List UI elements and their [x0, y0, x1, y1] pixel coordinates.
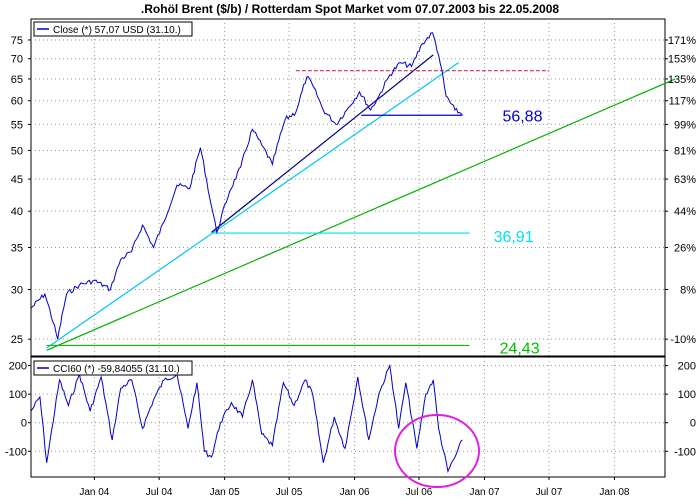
- cci-right-tick-label-2: 0: [690, 418, 696, 430]
- chart-title: .Rohöl Brent ($/b) / Rotterdam Spot Mark…: [141, 2, 559, 16]
- price-right-tick-label-2: 26%: [674, 243, 696, 255]
- x-tick-label-5: Jul 06: [406, 487, 433, 498]
- trendline-1: [46, 62, 459, 349]
- x-tick-label-2: Jan 05: [210, 487, 240, 498]
- cci-legend: CCI60 (*) -59,84055 (31.10.): [33, 360, 193, 376]
- price-left-tick-label-2: 35: [11, 243, 23, 255]
- price-right-tick-label-4: 63%: [674, 174, 696, 186]
- x-tick-label-4: Jan 06: [340, 487, 370, 498]
- price-right-tick-label-0: -10%: [670, 334, 696, 346]
- x-tick-label-8: Jan 08: [599, 487, 629, 498]
- price-left-tick-label-8: 65: [11, 74, 23, 86]
- cci-axis-labels: 200 200 100 100 0 0 -100 -100: [5, 361, 696, 459]
- x-axis-labels: Jan 04 Jul 04 Jan 05 Jul 05 Jan 06 Jul 06 Jan …: [79, 477, 630, 498]
- cci-left-tick-label-2: 0: [21, 418, 27, 430]
- price-series-line: [30, 32, 463, 340]
- cci-left-tick-label-0: 200: [9, 361, 27, 373]
- x-tick-label-7: Jul 07: [536, 487, 563, 498]
- cci-content: [30, 363, 463, 473]
- price-right-tick-label-8: 135%: [668, 74, 696, 86]
- cci-right-tick-label-1: 100: [678, 389, 696, 401]
- price-legend: Close (*) 57,07 USD (31.10.): [33, 21, 193, 37]
- price-right-tick-label-1: 8%: [680, 284, 696, 296]
- price-right-tick-label-3: 44%: [674, 206, 696, 218]
- cci-grid: [31, 357, 665, 477]
- cci-legend-box: [33, 360, 193, 376]
- x-tick-label-6: Jan 07: [470, 487, 500, 498]
- cci-panel-frame: [30, 356, 666, 478]
- price-content: 56,88 36,91 24,43: [30, 32, 676, 357]
- trendline-2: [46, 78, 676, 351]
- cci-right-tick-label-0: 200: [678, 361, 696, 373]
- price-left-tick-label-9: 70: [11, 54, 23, 66]
- x-tick-label-3: Jul 05: [276, 487, 303, 498]
- cci-highlight-circle: [394, 414, 480, 488]
- price-right-tick-label-9: 153%: [668, 54, 696, 66]
- price-left-tick-label-6: 55: [11, 119, 23, 131]
- price-right-tick-label-10: 171%: [668, 35, 696, 47]
- price-right-tick-label-7: 117%: [669, 96, 697, 108]
- price-left-tick-label-3: 40: [11, 206, 23, 218]
- cci-legend-label: CCI60 (*) -59,84055 (31.10.): [53, 364, 180, 375]
- price-panel-frame: [30, 18, 666, 357]
- cci-right-tick-label-3: -100: [674, 446, 696, 458]
- price-left-tick-label-5: 50: [11, 145, 23, 157]
- price-right-tick-label-6: 99%: [674, 119, 696, 131]
- level-label-2: 24,43: [500, 340, 540, 357]
- cci-left-tick-label-3: -100: [5, 446, 27, 458]
- level-label-1: 36,91: [494, 229, 534, 246]
- cci-left-tick-label-1: 100: [9, 389, 27, 401]
- price-right-tick-label-5: 81%: [674, 145, 696, 157]
- x-tick-label-0: Jan 04: [79, 487, 109, 498]
- trendline-0: [211, 54, 434, 233]
- price-left-tick-label-10: 75: [11, 35, 23, 47]
- price-axis-labels: 25 -10% 30 8% 35 26% 40 44% 45 63% 50 81% 55 99% 60 117…: [11, 35, 696, 346]
- price-grid: [31, 19, 665, 356]
- price-legend-box: [33, 21, 193, 37]
- price-left-tick-label-4: 45: [11, 174, 23, 186]
- price-left-tick-label-1: 30: [11, 284, 23, 296]
- price-legend-label: Close (*) 57,07 USD (31.10.): [53, 25, 181, 36]
- cci-series-line: [30, 363, 463, 473]
- x-tick-label-1: Jul 04: [146, 487, 173, 498]
- level-label-0: 56,88: [502, 108, 542, 125]
- price-left-tick-label-7: 60: [11, 96, 23, 108]
- price-left-tick-label-0: 25: [11, 334, 23, 346]
